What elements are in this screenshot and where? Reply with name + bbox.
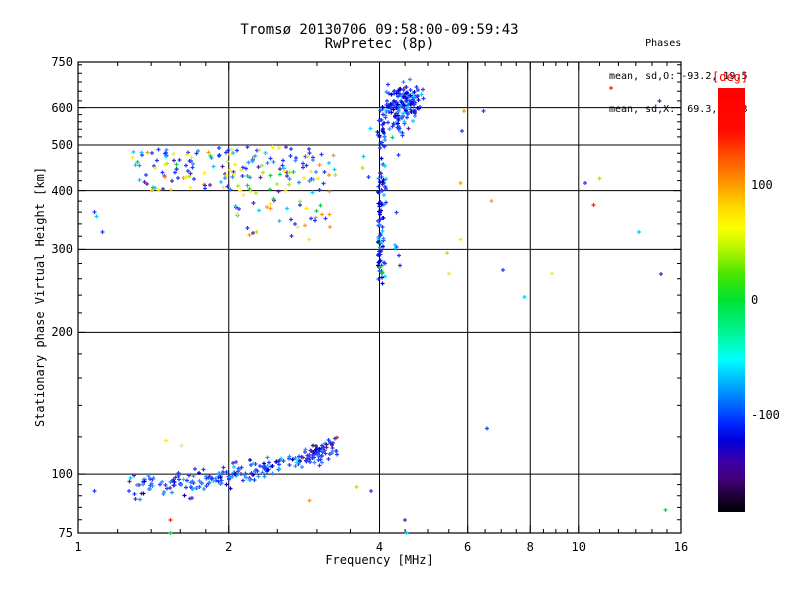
x-tick-label: 10 bbox=[571, 540, 586, 554]
y-tick-label: 600 bbox=[51, 100, 73, 115]
x-tick-label: 8 bbox=[526, 540, 534, 554]
y-tick-label: 100 bbox=[51, 467, 73, 482]
plot-title: Tromsø 20130706 09:58:00-09:59:43 bbox=[240, 22, 519, 38]
scatter-points bbox=[311, 442, 334, 448]
y-tick-label: 750 bbox=[51, 55, 73, 69]
scatter-points bbox=[127, 99, 663, 522]
plot-subtitle: RwPretec (8p) bbox=[324, 36, 435, 52]
x-tick-label: 2 bbox=[225, 540, 233, 554]
x-tick-label: 4 bbox=[375, 540, 384, 554]
y-tick-label: 400 bbox=[51, 183, 73, 198]
y-tick-label: 75 bbox=[58, 526, 73, 540]
scatter-points bbox=[135, 77, 417, 502]
plot-border bbox=[77, 61, 682, 534]
colorbar-tick-label: -100 bbox=[751, 408, 780, 423]
scatter-points bbox=[141, 87, 421, 498]
scatter-points bbox=[135, 135, 668, 535]
y-tick-label: 200 bbox=[51, 325, 73, 340]
phase-stats-o-mode: mean, sd,O: -93.2, 19.5 bbox=[609, 71, 748, 82]
scatter-points bbox=[165, 161, 602, 489]
y-tick-label: 500 bbox=[51, 137, 73, 152]
scatter-points bbox=[94, 91, 641, 535]
gridlines bbox=[78, 62, 681, 533]
phase-stats-header: Phases bbox=[609, 38, 682, 49]
x-tick-label: 1 bbox=[74, 540, 82, 554]
x-tick-label: 16 bbox=[673, 540, 689, 554]
phase-colorbar bbox=[718, 88, 745, 512]
colorbar-tick-label: 100 bbox=[751, 177, 773, 192]
x-tick-label: 6 bbox=[464, 540, 472, 554]
y-tick-label: 300 bbox=[51, 242, 73, 257]
x-axis-title: Frequency [MHz] bbox=[325, 553, 434, 567]
scatter-points bbox=[145, 109, 494, 503]
colorbar-tick-label: 0 bbox=[751, 293, 759, 307]
scatter-points bbox=[130, 145, 554, 448]
colorbar-unit-label: [deg] bbox=[712, 70, 749, 84]
